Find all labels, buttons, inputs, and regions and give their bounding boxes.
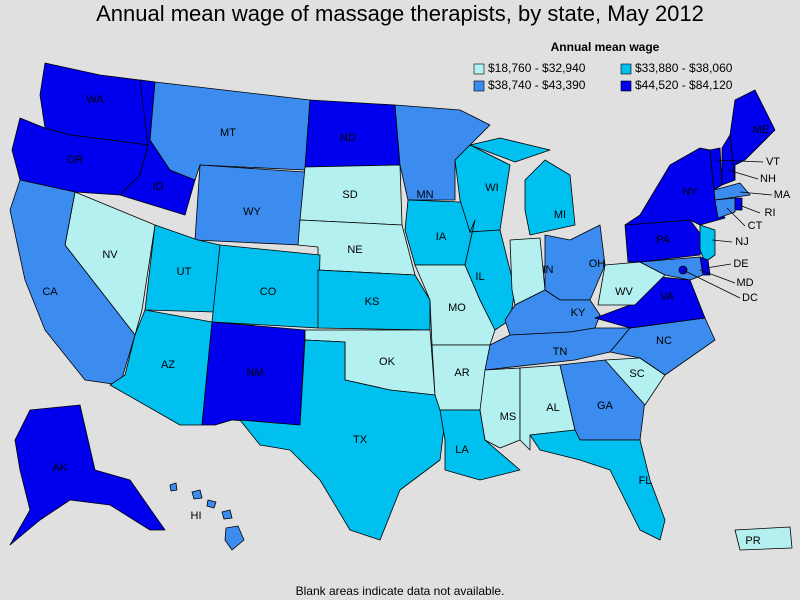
legend-label: $33,880 - $38,060: [635, 61, 733, 75]
state: [479, 367, 521, 449]
state-label: PR: [745, 535, 760, 547]
legend-title: Annual mean wage: [551, 40, 660, 54]
leader-line: [739, 191, 773, 196]
state: [169, 482, 245, 551]
state-label: SC: [629, 368, 644, 380]
state-label: NY: [682, 186, 698, 198]
state-label: OK: [379, 356, 396, 368]
state: [317, 269, 431, 331]
legend-swatch: [473, 80, 485, 92]
state-label: MS: [500, 411, 517, 423]
states: [9, 62, 793, 551]
leader-line: [682, 269, 741, 299]
state-label: KY: [571, 307, 586, 319]
state-label: FL: [639, 475, 652, 487]
state-label: MI: [554, 209, 566, 221]
state-label: NJ: [735, 236, 748, 248]
state: [734, 526, 793, 551]
legend-label: $44,520 - $84,120: [635, 78, 733, 92]
state-label: KS: [365, 296, 380, 308]
state: [597, 261, 666, 306]
legend: $18,760 - $32,940 $33,880 - $38,060 $38,74…: [473, 61, 733, 92]
state-label: VT: [766, 156, 780, 168]
state-label: ME: [753, 124, 770, 136]
state-label: MA: [774, 189, 791, 201]
state-label: AL: [546, 402, 559, 414]
state: [529, 429, 666, 541]
state-label: OH: [589, 258, 606, 270]
state-label: ND: [340, 132, 356, 144]
leader-line: [738, 204, 761, 214]
leader-line: [711, 239, 733, 243]
state-label: HI: [191, 510, 202, 522]
state-label: OR: [67, 154, 84, 166]
state-label: GA: [597, 400, 614, 412]
leader-line: [726, 207, 746, 227]
state-label: IL: [475, 271, 484, 283]
state-label: WA: [86, 94, 104, 106]
state-label: RI: [765, 207, 776, 219]
state-label: CT: [748, 220, 763, 232]
state: [9, 179, 136, 386]
state-label: VA: [660, 291, 675, 303]
state-label: MD: [736, 277, 753, 289]
state: [714, 197, 736, 219]
state-label: WY: [243, 206, 261, 218]
state-label: LA: [455, 444, 469, 456]
leader-line: [727, 169, 759, 180]
state-label: NH: [760, 173, 776, 185]
state-label: NV: [102, 249, 118, 261]
state: [464, 219, 516, 331]
state-label: DC: [742, 292, 758, 304]
state: [9, 404, 166, 546]
legend-swatch: [620, 63, 632, 75]
state-label: MT: [220, 127, 236, 139]
state-label: WI: [485, 182, 498, 194]
state-label: MN: [416, 189, 433, 201]
legend-swatch: [473, 63, 485, 75]
state: [469, 137, 576, 236]
state: [239, 339, 446, 541]
state-label: SD: [342, 189, 357, 201]
state: [699, 224, 716, 263]
map-title: Annual mean wage of massage therapists, …: [96, 1, 704, 26]
leader-line: [699, 269, 736, 284]
state: [729, 89, 776, 181]
state-label: IA: [436, 231, 447, 243]
footnote: Blank areas indicate data not available.: [296, 584, 505, 598]
state-label: CO: [260, 286, 277, 298]
state-label: TN: [553, 346, 568, 358]
state-label: IN: [543, 264, 554, 276]
state-label: MO: [448, 302, 466, 314]
legend-swatch: [620, 80, 632, 92]
state: [639, 256, 704, 281]
state-label: AZ: [161, 359, 175, 371]
state: [734, 197, 743, 211]
state: [713, 182, 751, 201]
state-label: UT: [177, 266, 192, 278]
state-label: NM: [246, 367, 263, 379]
state-label: ID: [153, 181, 164, 193]
leader-line: [715, 159, 764, 163]
state-label: PA: [656, 234, 671, 246]
leader-line: [705, 263, 732, 269]
state-labels: WA OR ID MT WY ND SD NE NV CA UT CO AZ NM KS OK TX MN IA MO…: [42, 94, 791, 547]
legend-label: $18,760 - $32,940: [488, 61, 586, 75]
state-label: WV: [615, 286, 633, 298]
state: [394, 104, 491, 201]
state-label: CA: [42, 286, 58, 298]
state-label: TX: [353, 434, 368, 446]
state-label: NE: [347, 244, 362, 256]
state-label: AR: [454, 367, 469, 379]
legend-label: $38,740 - $43,390: [488, 78, 586, 92]
state-label: NC: [656, 335, 672, 347]
state-label: DE: [733, 258, 748, 270]
state-label: AK: [53, 462, 68, 474]
